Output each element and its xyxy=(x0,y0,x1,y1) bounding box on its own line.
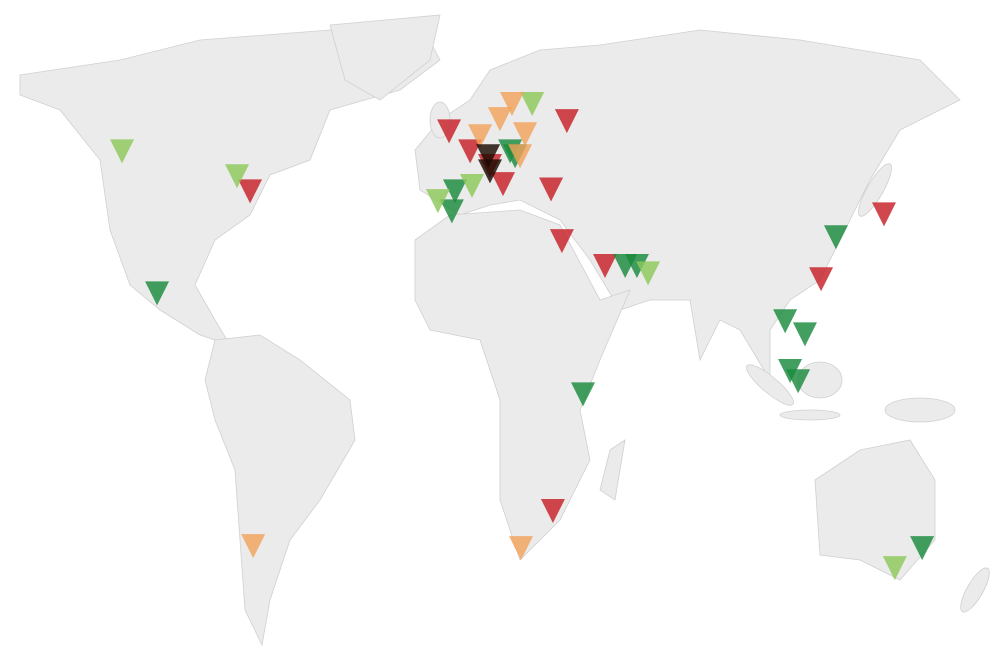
marker-red[interactable] xyxy=(540,499,565,524)
java xyxy=(779,409,841,421)
marker-orange[interactable] xyxy=(513,122,538,147)
eurasia xyxy=(414,29,961,382)
greenland xyxy=(329,14,441,101)
marker-orange[interactable] xyxy=(500,92,524,117)
marker-dark-green[interactable] xyxy=(145,281,170,306)
south-america xyxy=(204,334,356,647)
marker-light-green[interactable] xyxy=(520,92,545,117)
marker-orange[interactable] xyxy=(468,124,493,149)
marker-red[interactable] xyxy=(491,172,516,197)
marker-dark-green[interactable] xyxy=(624,254,649,279)
marker-orange[interactable] xyxy=(487,107,512,132)
marker-light-green[interactable] xyxy=(225,164,250,189)
marker-dark-green[interactable] xyxy=(786,369,811,394)
japan xyxy=(858,163,892,217)
australia xyxy=(814,439,936,581)
marker-dark-green[interactable] xyxy=(792,322,817,347)
madagascar xyxy=(599,439,626,501)
marker-red[interactable] xyxy=(549,229,574,254)
new-guinea xyxy=(884,397,956,423)
marker-dark-green[interactable] xyxy=(442,179,467,204)
marker-red[interactable] xyxy=(238,179,263,204)
marker-red[interactable] xyxy=(554,109,579,134)
marker-black[interactable] xyxy=(476,144,501,169)
marker-red[interactable] xyxy=(458,139,483,164)
marker-dark-green[interactable] xyxy=(439,199,464,224)
marker-red[interactable] xyxy=(872,202,896,227)
marker-red[interactable] xyxy=(593,254,617,279)
marker-dark-green[interactable] xyxy=(773,309,798,334)
marker-light-green[interactable] xyxy=(636,261,661,286)
marker-light-green[interactable] xyxy=(460,174,485,199)
marker-red[interactable] xyxy=(809,267,834,292)
africa xyxy=(414,209,631,561)
land-layer xyxy=(19,14,990,647)
marker-dark-green[interactable] xyxy=(823,225,848,250)
sumatra xyxy=(746,364,794,406)
marker-light-green[interactable] xyxy=(110,139,135,164)
marker-red[interactable] xyxy=(539,177,564,202)
marker-light-green[interactable] xyxy=(425,189,450,214)
marker-orange[interactable] xyxy=(508,144,533,169)
marker-orange[interactable] xyxy=(241,534,266,559)
marker-black[interactable] xyxy=(477,159,502,184)
marker-dark-green[interactable] xyxy=(910,536,935,561)
marker-orange[interactable] xyxy=(508,536,533,561)
new-zealand xyxy=(960,567,990,613)
marker-layer xyxy=(110,92,935,581)
marker-dark-green[interactable] xyxy=(570,382,595,407)
marker-light-green[interactable] xyxy=(882,556,907,581)
marker-red[interactable] xyxy=(437,119,462,144)
